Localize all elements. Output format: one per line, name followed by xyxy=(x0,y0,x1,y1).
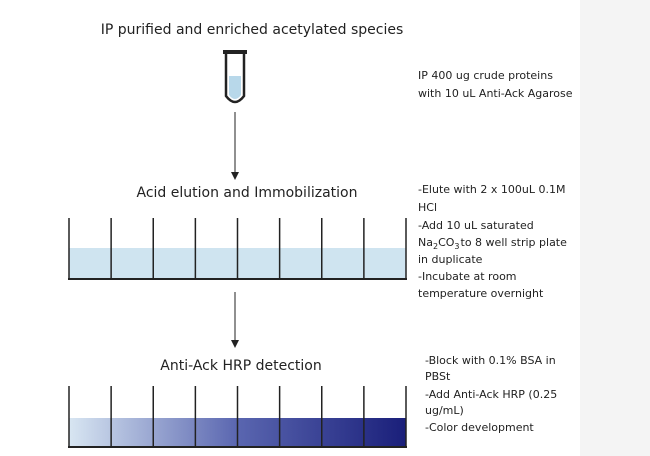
note: HCl xyxy=(418,201,437,214)
note: -Add Anti-Ack HRP (0.25 xyxy=(425,388,557,401)
plate xyxy=(68,218,407,280)
note: in duplicate xyxy=(418,253,483,266)
note: -Block with 0.1% BSA in xyxy=(425,354,556,367)
arrow xyxy=(231,112,239,180)
note: -Color development xyxy=(425,421,534,434)
margin xyxy=(580,0,650,456)
note: PBSt xyxy=(425,370,451,383)
tube xyxy=(223,50,247,104)
note: Na2CO3to 8 well strip plate xyxy=(418,236,567,251)
note: -Incubate at room xyxy=(418,270,517,283)
note: with 10 uL Anti-Ack Agarose xyxy=(418,87,573,100)
step-title: IP purified and enriched acetylated spec… xyxy=(101,22,404,38)
arrow xyxy=(231,292,239,348)
step-title: Anti-Ack HRP detection xyxy=(160,358,321,374)
note: -Add 10 uL saturated xyxy=(418,219,534,232)
plate xyxy=(68,386,407,448)
note: -Elute with 2 x 100uL 0.1M xyxy=(418,183,565,196)
note: IP 400 ug crude proteins xyxy=(418,69,553,82)
note: temperature overnight xyxy=(418,287,544,300)
step-title: Acid elution and Immobilization xyxy=(137,185,358,201)
note: ug/mL) xyxy=(425,404,464,417)
